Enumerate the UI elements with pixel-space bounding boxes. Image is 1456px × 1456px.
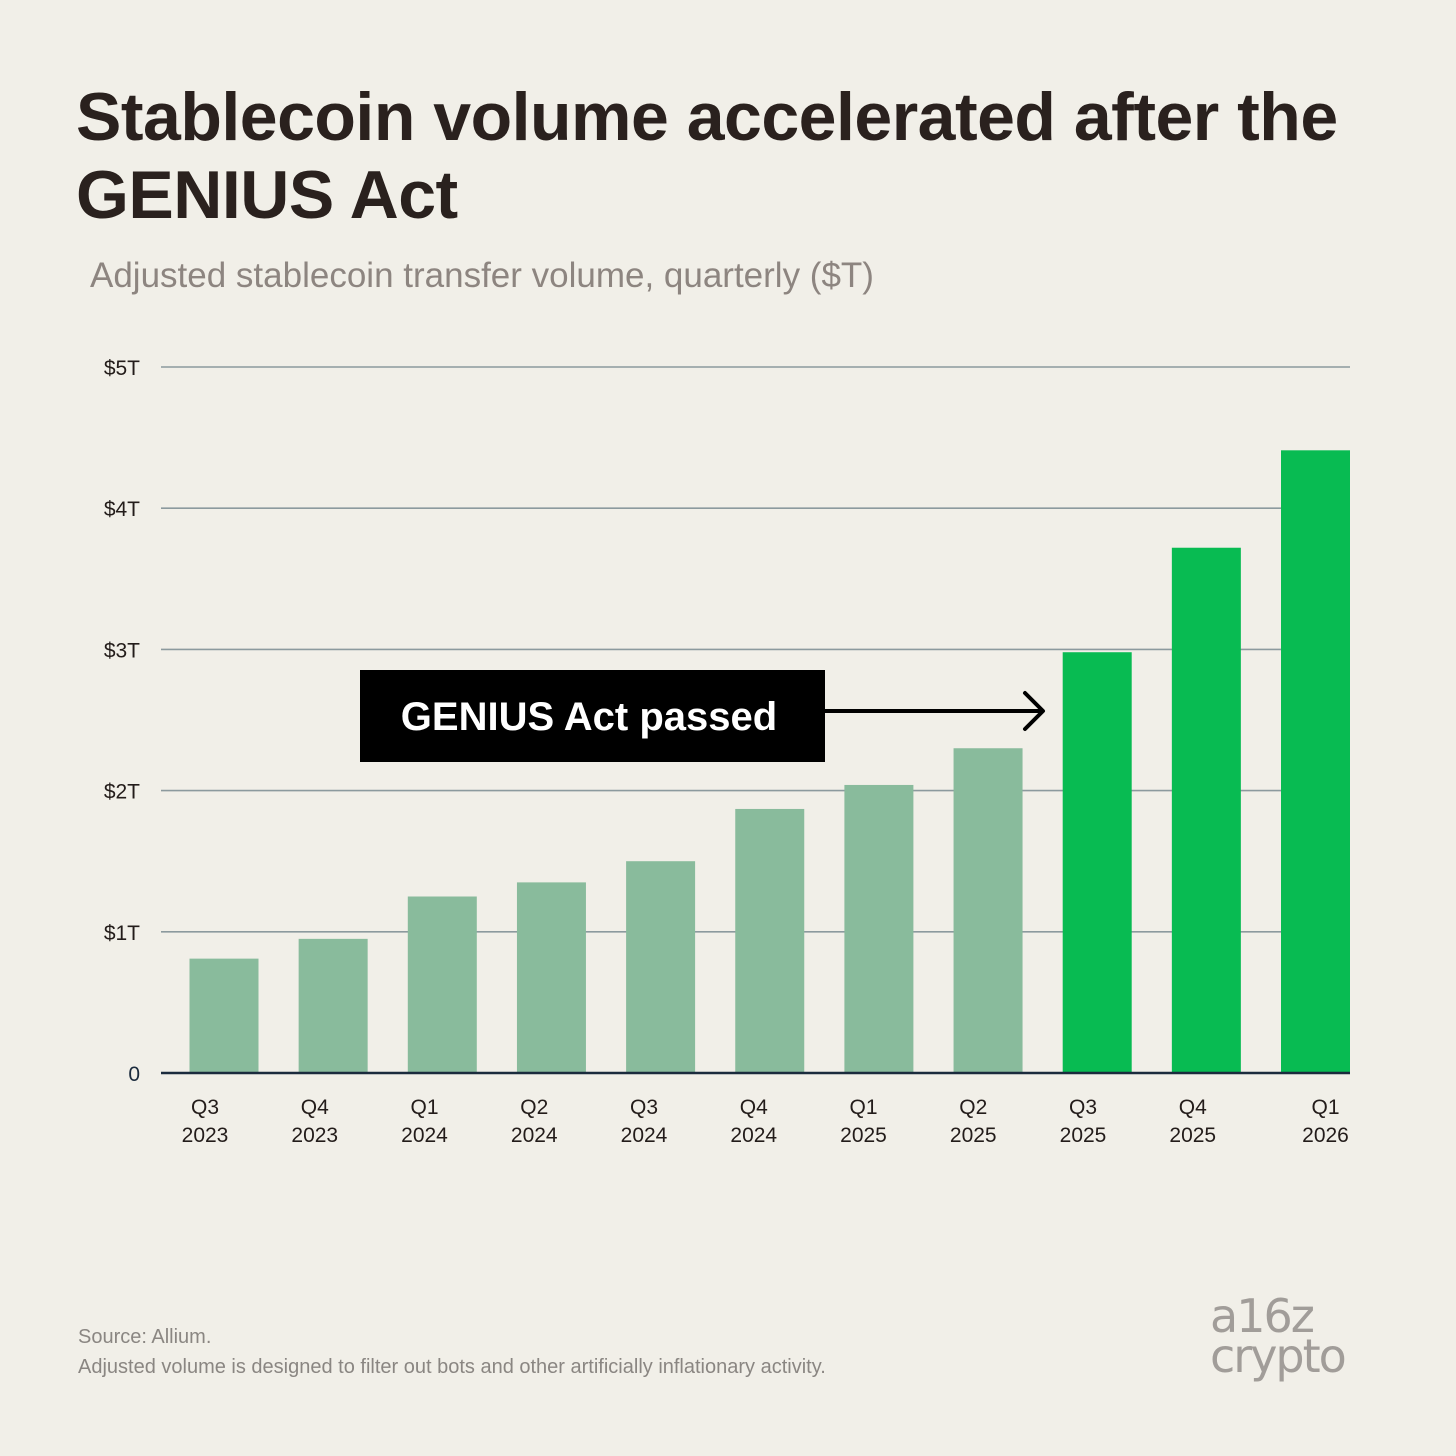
bar	[953, 748, 1023, 1073]
chart-subtitle: Adjusted stablecoin transfer volume, qua…	[90, 256, 874, 295]
x-tick-label-year: 2024	[511, 1124, 558, 1147]
logo-line-1: a16z	[1210, 1289, 1315, 1343]
x-tick-label-quarter: Q4	[740, 1096, 768, 1119]
bar	[407, 896, 477, 1073]
y-axis-tick-labels: 0 $1T $2T $3T $4T $5T	[104, 357, 140, 1086]
x-tick-label-quarter: Q3	[191, 1096, 219, 1119]
x-axis-tick-labels: Q3 2023 Q4 2023 Q1 2024 Q2 2024 Q3 2024 Q4 2024 Q1 20…	[182, 1096, 1349, 1147]
bar	[1281, 450, 1350, 1074]
x-tick-label-year: 2024	[401, 1124, 448, 1147]
logo-line-2: crypto	[1210, 1329, 1347, 1383]
bar	[1171, 547, 1241, 1073]
y-tick-label: $1T	[104, 922, 140, 945]
bar	[626, 861, 696, 1073]
x-tick-label-year: 2023	[182, 1124, 229, 1147]
bar	[844, 784, 914, 1073]
y-tick-label: $4T	[104, 498, 140, 521]
annotation-arrow-head	[1023, 691, 1045, 731]
bar	[1062, 652, 1132, 1073]
y-tick-label: 0	[128, 1063, 140, 1086]
chart-title: Stablecoin volume accelerated after the …	[76, 79, 1338, 233]
footer: Source: Allium. Adjusted volume is desig…	[78, 1322, 826, 1382]
x-tick-label-quarter: Q2	[520, 1096, 548, 1119]
x-tick-label-year: 2025	[1060, 1124, 1107, 1147]
x-tick-label-year: 2023	[291, 1124, 338, 1147]
y-tick-label: $2T	[104, 781, 140, 804]
x-tick-label-year: 2025	[950, 1124, 997, 1147]
x-tick-label-year: 2026	[1302, 1124, 1349, 1147]
x-tick-label-quarter: Q1	[1311, 1096, 1339, 1119]
x-tick-label-year: 2024	[730, 1124, 777, 1147]
annotation: GENIUS Act passed	[360, 670, 1045, 762]
x-tick-label-quarter: Q4	[1179, 1096, 1207, 1119]
x-tick-label-quarter: Q2	[959, 1096, 987, 1119]
x-tick-label-quarter: Q1	[410, 1096, 438, 1119]
methodology-note: Adjusted volume is designed to filter ou…	[78, 1356, 826, 1378]
x-tick-label-quarter: Q1	[849, 1096, 877, 1119]
annotation-box	[360, 670, 825, 762]
source-note: Source: Allium.	[78, 1326, 212, 1348]
bar	[189, 958, 259, 1073]
x-tick-label-quarter: Q3	[1069, 1096, 1097, 1119]
x-tick-label-year: 2025	[1169, 1124, 1216, 1147]
bar	[735, 808, 805, 1073]
x-tick-label-year: 2025	[840, 1124, 887, 1147]
y-tick-label: $5T	[104, 357, 140, 380]
bar	[298, 938, 368, 1073]
bar	[516, 882, 586, 1073]
bars	[189, 450, 1350, 1074]
x-tick-label-quarter: Q3	[630, 1096, 658, 1119]
annotation-label: GENIUS Act passed	[401, 695, 777, 739]
a16z-crypto-logo: a16z crypto	[1210, 1289, 1380, 1383]
y-tick-label: $3T	[104, 639, 140, 662]
x-tick-label-year: 2024	[621, 1124, 668, 1147]
gridlines	[161, 366, 1350, 933]
x-tick-label-quarter: Q4	[301, 1096, 329, 1119]
